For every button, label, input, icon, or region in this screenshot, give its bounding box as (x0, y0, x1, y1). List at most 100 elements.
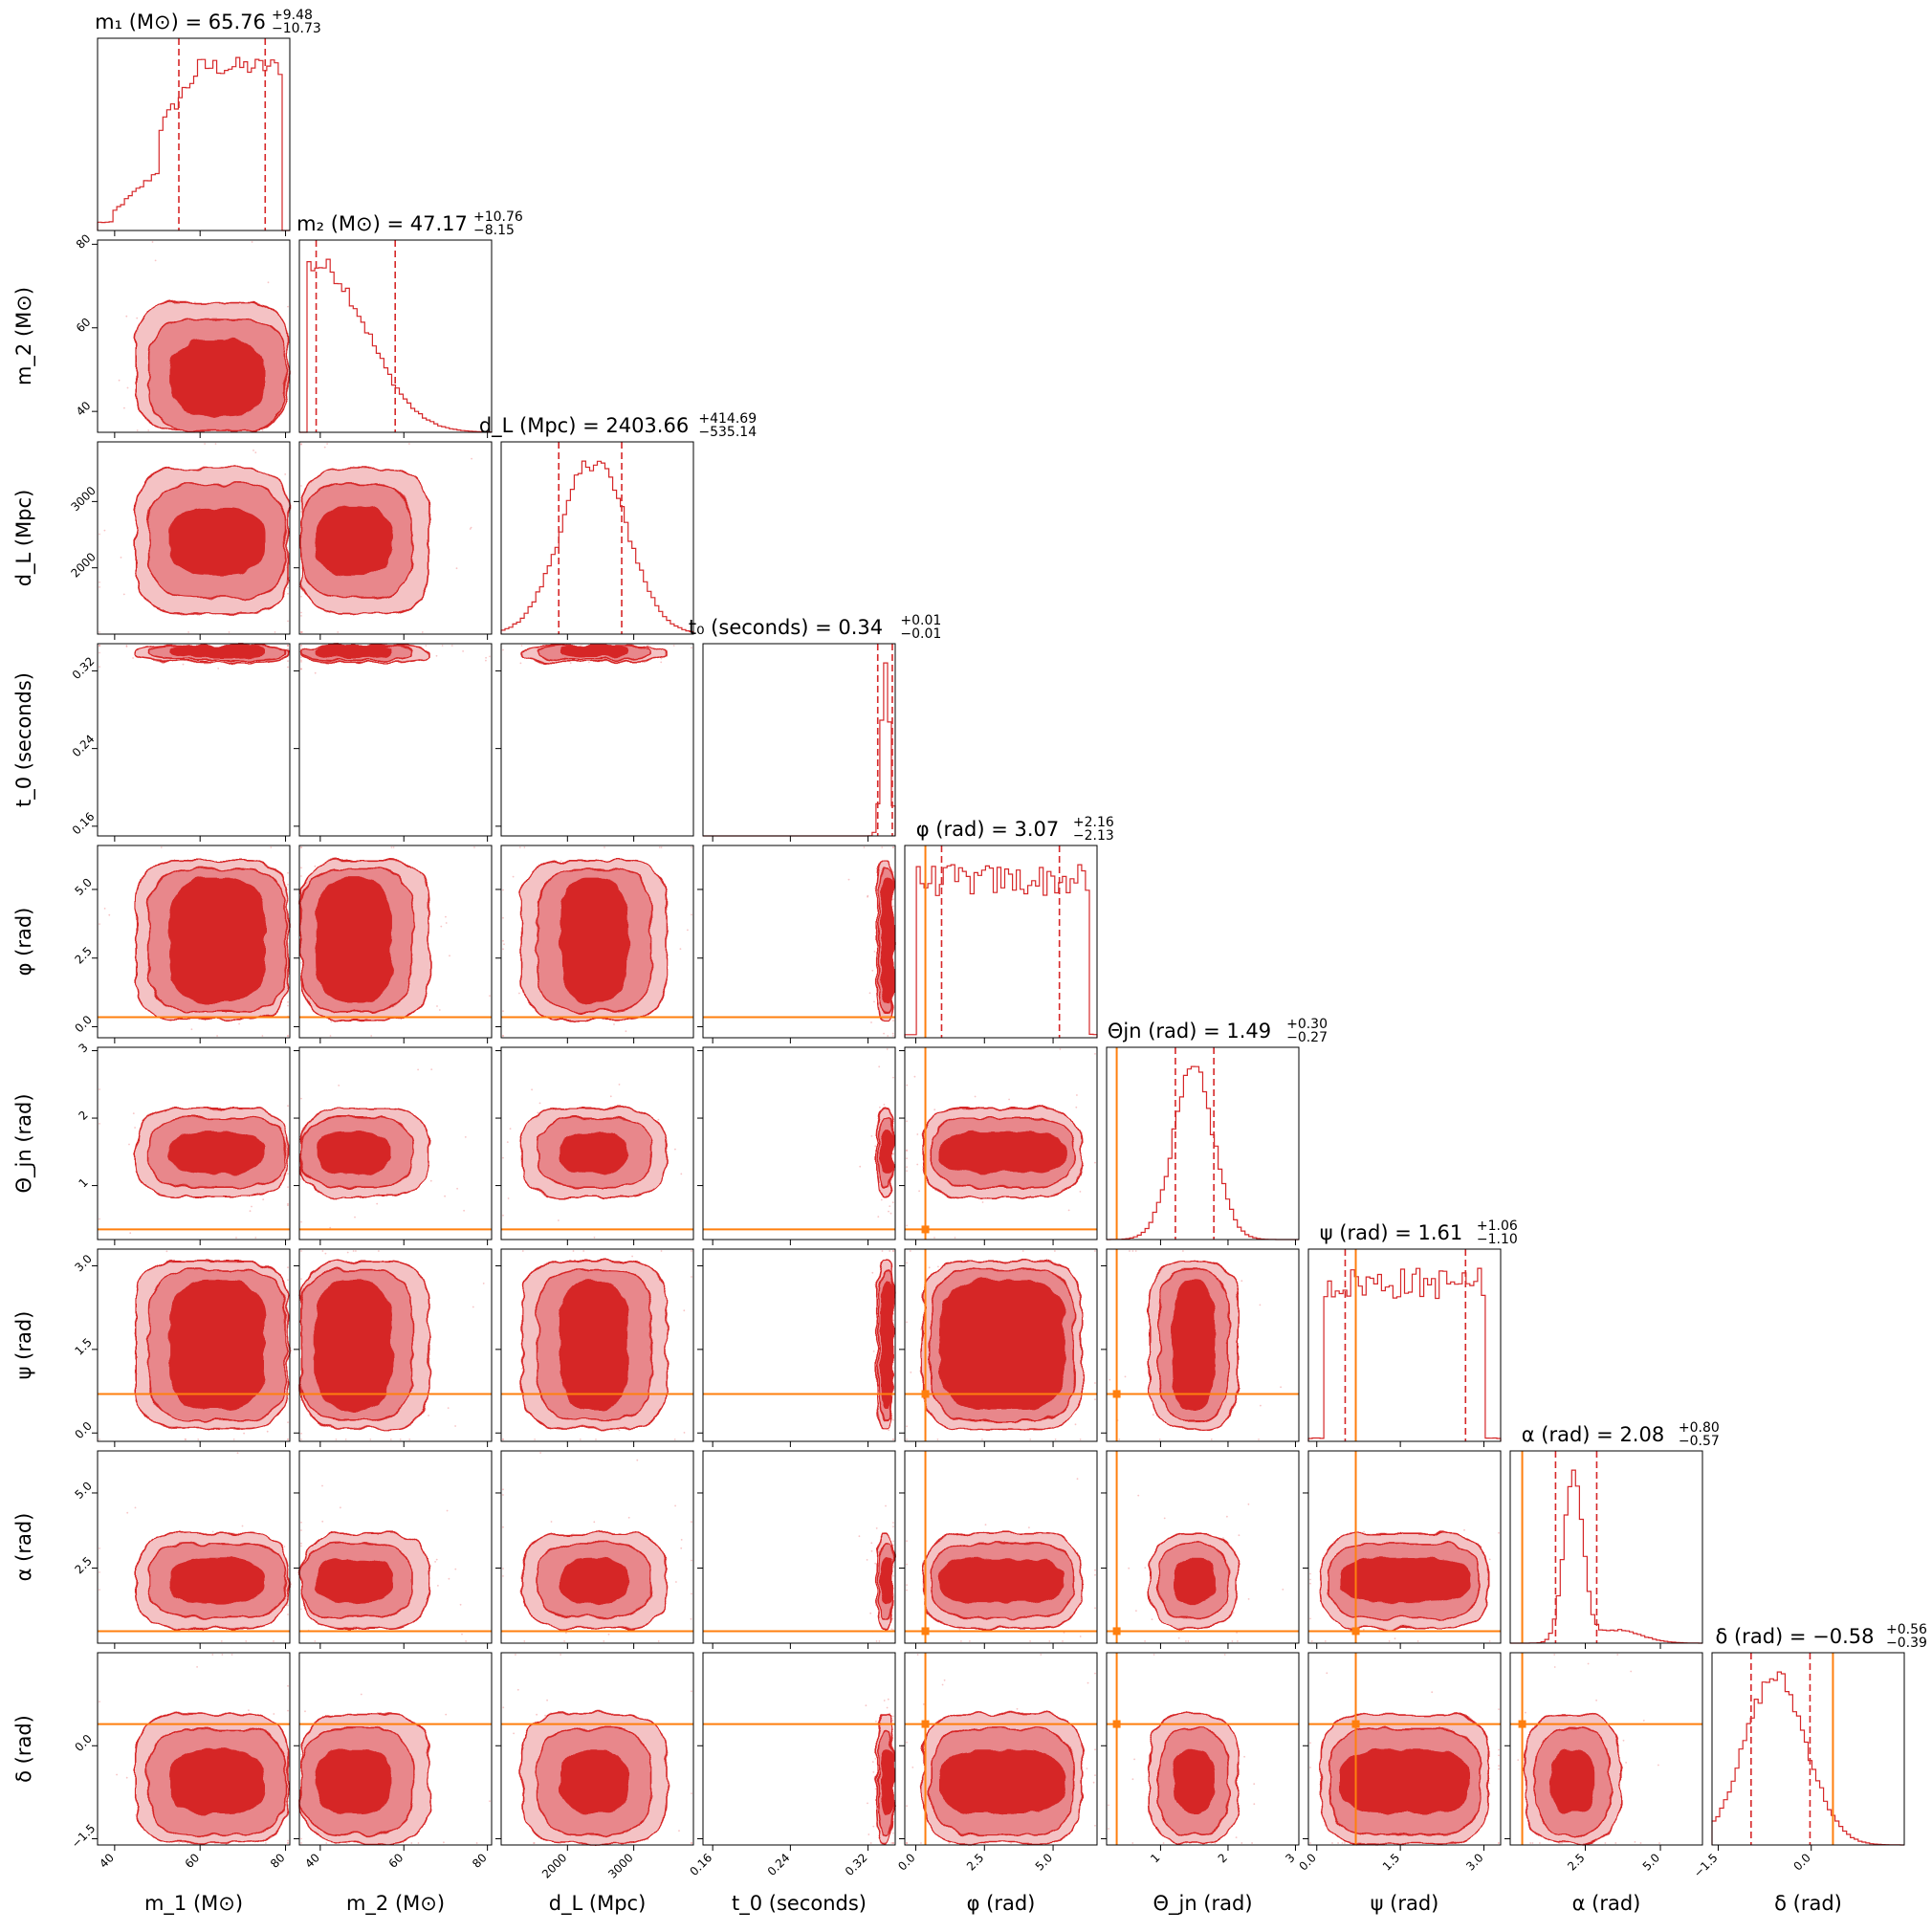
sample-point (538, 1102, 541, 1105)
sample-point (1054, 1438, 1057, 1440)
sample-point (1309, 1582, 1311, 1585)
sample-point (1529, 1842, 1532, 1844)
panel-frame (1106, 1652, 1300, 1846)
title-main: Θjn (rad) = 1.49 (1108, 1020, 1271, 1043)
sample-point (536, 1713, 538, 1716)
sample-point (1158, 1438, 1161, 1440)
sample-point (1092, 1781, 1095, 1784)
sample-point (906, 1120, 908, 1123)
x-axis-label-delta: δ (rad) (1774, 1892, 1842, 1915)
sample-point (321, 1250, 324, 1252)
sample-point (889, 1205, 891, 1207)
sample-point (99, 1701, 100, 1703)
sample-point (445, 915, 447, 918)
sample-point (609, 1095, 612, 1098)
sample-point (1223, 1654, 1226, 1656)
sample-point (221, 1654, 224, 1656)
panel-delta-vs-m1 (135, 1713, 289, 1844)
sample-point (428, 1143, 431, 1145)
contour-level-3 (169, 507, 266, 576)
sample-point (154, 259, 157, 262)
title-dL: d_L (Mpc) = 2403.66 +414.69−535.14 (479, 411, 757, 440)
sample-point (866, 1559, 868, 1561)
sample-point (892, 1250, 894, 1252)
sample-point (125, 1776, 128, 1779)
sample-point (892, 1544, 894, 1547)
sample-point (1625, 1762, 1627, 1764)
sample-point (252, 450, 254, 451)
sample-point (672, 645, 675, 647)
sample-point (360, 1693, 362, 1696)
sample-point (116, 1773, 118, 1776)
sample-point (618, 1429, 621, 1432)
sample-point (344, 1438, 347, 1440)
sample-point (1587, 1662, 1590, 1665)
sample-point (1094, 1573, 1096, 1576)
sample-point (300, 867, 302, 869)
sample-point (1118, 1438, 1121, 1440)
sample-point (1498, 1767, 1500, 1770)
sample-point (1094, 1053, 1096, 1055)
sample-point (502, 1568, 504, 1570)
sample-point (1029, 1640, 1031, 1642)
sample-point (658, 846, 661, 848)
sample-point (502, 1035, 504, 1037)
sample-point (502, 889, 504, 891)
sample-point (1235, 1836, 1238, 1838)
title-upper-error: +0.01 (900, 613, 941, 628)
sample-point (1094, 1672, 1096, 1675)
contour-level-3 (169, 645, 266, 659)
truth-marker (1351, 1627, 1360, 1636)
panel-phi-vs-dL (520, 859, 668, 1021)
sample-point (300, 661, 302, 663)
sample-point (981, 1438, 983, 1440)
sample-point (892, 1832, 894, 1834)
sample-point (1362, 1628, 1365, 1631)
sample-point (892, 1418, 894, 1421)
sample-point (657, 1640, 660, 1642)
panel-frame (298, 1450, 493, 1644)
sample-point (1260, 1404, 1262, 1407)
sample-point (647, 1838, 649, 1841)
sample-point (99, 533, 100, 536)
sample-point (1498, 1708, 1500, 1710)
hist-alpha (1510, 1469, 1702, 1644)
sample-point (1253, 1783, 1256, 1786)
sample-point (445, 1713, 448, 1716)
title-lower-error: −2.13 (1073, 828, 1114, 844)
sample-point (99, 1218, 100, 1220)
sample-point (472, 1306, 474, 1308)
panel-frame (1106, 1046, 1300, 1240)
sample-point (324, 1252, 327, 1255)
sample-point (438, 1009, 441, 1011)
sample-point (300, 668, 302, 670)
title-lower-error: −0.01 (900, 626, 941, 642)
sample-point (1240, 1842, 1243, 1844)
sample-point (1378, 1628, 1381, 1631)
sample-point (118, 379, 121, 382)
sample-point (618, 1084, 621, 1086)
sample-point (1280, 1386, 1282, 1389)
x-tick-label: 0.0 (1790, 1851, 1812, 1873)
sample-point (441, 645, 444, 647)
sample-point (1108, 1804, 1109, 1807)
sample-point (1063, 1632, 1065, 1634)
sample-point (437, 1585, 439, 1587)
sample-point (300, 1432, 302, 1435)
sample-point (325, 1842, 328, 1844)
sample-point (883, 1104, 886, 1106)
sample-point (539, 1452, 541, 1454)
sample-point (691, 1559, 692, 1562)
sample-point (579, 1438, 582, 1440)
hist-t0 (703, 662, 896, 837)
sample-point (892, 1035, 894, 1037)
sample-point (99, 581, 100, 583)
sample-point (922, 1703, 925, 1705)
sample-point (287, 1035, 289, 1037)
panel-frame (97, 1652, 291, 1846)
sample-point (1109, 1378, 1111, 1381)
sample-point (314, 1640, 317, 1642)
panel-frame (97, 1450, 291, 1644)
sample-point (604, 846, 605, 848)
